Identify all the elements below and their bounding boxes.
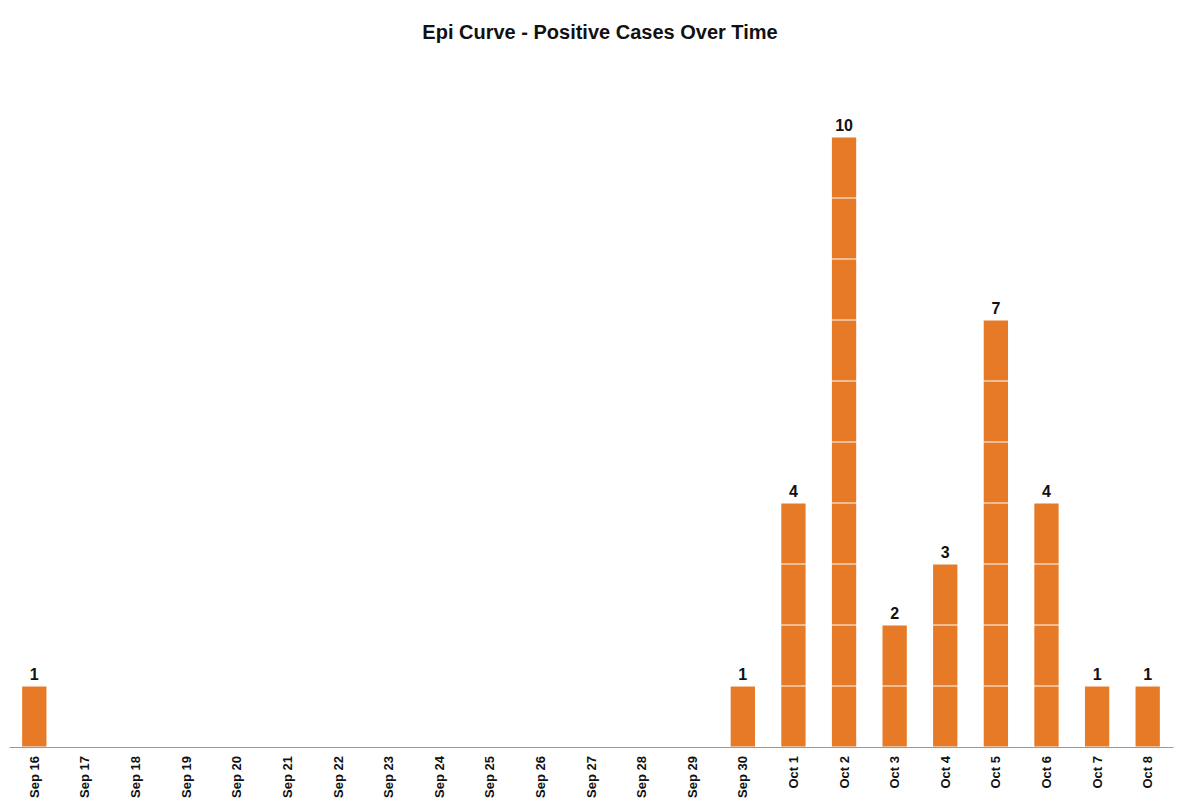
grid-line [9, 320, 1173, 321]
title: Epi Curve - Positive Cases Over Time [422, 21, 777, 43]
data-label: 1 [1143, 666, 1152, 683]
x-tick: Sep 24 [432, 747, 447, 798]
grid-line [9, 198, 1173, 199]
x-tick: Oct 1 [786, 747, 801, 789]
x-tick-label: Sep 30 [735, 756, 750, 798]
x-tick: Sep 20 [229, 747, 244, 798]
data-label: 1 [1093, 666, 1102, 683]
grid-line [9, 381, 1173, 382]
x-tick: Oct 3 [887, 747, 902, 789]
x-tick: Oct 5 [988, 747, 1003, 789]
grid-line [9, 503, 1173, 504]
x-tick-label: Oct 4 [938, 755, 953, 788]
x-tick-label: Oct 6 [1039, 756, 1054, 789]
x-tick: Oct 8 [1140, 747, 1155, 789]
x-tick-label: Sep 25 [482, 756, 497, 798]
chart: Epi Curve - Positive Cases Over Time Sep … [0, 0, 1200, 808]
x-tick-label: Sep 27 [584, 756, 599, 798]
x-tick-label: Oct 1 [786, 756, 801, 789]
data-label: 4 [1042, 483, 1051, 500]
grid-line [9, 625, 1173, 626]
x-tick: Oct 4 [938, 747, 953, 789]
x-tick-label: Sep 20 [229, 756, 244, 798]
grid-line [9, 137, 1173, 138]
x-tick: Sep 22 [331, 747, 346, 798]
x-axis-line [10, 747, 1174, 748]
x-tick: Oct 6 [1039, 747, 1054, 789]
bar [731, 686, 755, 747]
x-tick: Sep 23 [381, 747, 396, 798]
data-label: 4 [789, 483, 798, 500]
bar [22, 686, 46, 747]
grid-line [9, 259, 1173, 260]
grid [9, 137, 1173, 747]
x-tick: Sep 19 [179, 747, 194, 798]
data-labels: 1 1 4 10 2 3 7 4 1 1 [30, 117, 1152, 683]
data-label: 2 [890, 605, 899, 622]
x-tick-label: Sep 22 [331, 756, 346, 798]
x-tick-label: Sep 18 [128, 756, 143, 798]
x-tick-label: Oct 7 [1090, 756, 1105, 789]
x-tick-label: Oct 3 [887, 756, 902, 789]
x-tick-label: Oct 2 [837, 756, 852, 789]
bar [933, 564, 957, 747]
x-tick-label: Oct 5 [988, 756, 1003, 789]
grid-line [9, 564, 1173, 565]
x-tick-label: Oct 8 [1140, 756, 1155, 789]
x-tick: Sep 21 [280, 747, 295, 798]
x-tick: Sep 17 [77, 747, 92, 798]
bar [984, 320, 1008, 747]
x-tick-label: Sep 21 [280, 756, 295, 798]
x-tick: Sep 28 [634, 747, 649, 798]
grid-line [9, 747, 1173, 748]
x-tick-label: Sep 16 [27, 756, 42, 798]
data-label: 1 [738, 666, 747, 683]
x-tick: Sep 25 [482, 747, 497, 798]
grid-line [9, 686, 1173, 687]
x-axis: Sep 16 Sep 17 Sep 18 Sep 19 Sep 20 Sep 21 Sep … [10, 747, 1174, 798]
x-tick-label: Sep 23 [381, 756, 396, 798]
x-tick-label: Sep 19 [179, 756, 194, 798]
bar [1136, 686, 1160, 747]
grid-line [9, 442, 1173, 443]
x-tick: Oct 2 [837, 747, 852, 789]
x-tick-label: Sep 17 [77, 756, 92, 798]
data-label: 7 [991, 300, 1000, 317]
x-tick: Sep 27 [584, 747, 599, 798]
data-label: 1 [30, 666, 39, 683]
x-tick-label: Sep 26 [533, 756, 548, 798]
x-tick: Sep 16 [27, 747, 42, 798]
data-label: 3 [941, 544, 950, 561]
x-tick: Sep 29 [685, 747, 700, 798]
x-tick: Oct 7 [1090, 747, 1105, 789]
x-tick-label: Sep 24 [432, 755, 447, 798]
x-tick: Sep 18 [128, 747, 143, 798]
x-tick-label: Sep 28 [634, 756, 649, 798]
x-tick: Sep 26 [533, 747, 548, 798]
x-tick-label: Sep 29 [685, 756, 700, 798]
bar [1085, 686, 1109, 747]
x-tick: Sep 30 [735, 747, 750, 798]
data-label: 10 [835, 117, 853, 134]
